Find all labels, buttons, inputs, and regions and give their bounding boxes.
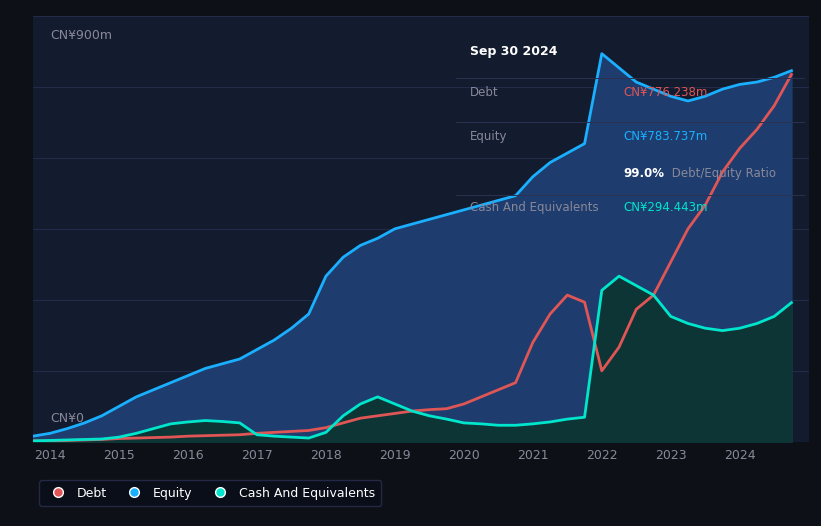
- Text: CN¥0: CN¥0: [50, 412, 84, 425]
- Text: CN¥900m: CN¥900m: [50, 28, 112, 42]
- Text: Cash And Equivalents: Cash And Equivalents: [470, 201, 599, 214]
- Text: CN¥776.238m: CN¥776.238m: [623, 86, 708, 99]
- Text: Debt: Debt: [470, 86, 498, 99]
- Legend: Debt, Equity, Cash And Equivalents: Debt, Equity, Cash And Equivalents: [39, 480, 381, 506]
- Text: Equity: Equity: [470, 130, 507, 144]
- Text: Debt/Equity Ratio: Debt/Equity Ratio: [668, 167, 777, 180]
- Text: 99.0%: 99.0%: [623, 167, 664, 180]
- Text: Sep 30 2024: Sep 30 2024: [470, 45, 557, 58]
- Text: CN¥294.443m: CN¥294.443m: [623, 201, 708, 214]
- Text: CN¥783.737m: CN¥783.737m: [623, 130, 708, 144]
